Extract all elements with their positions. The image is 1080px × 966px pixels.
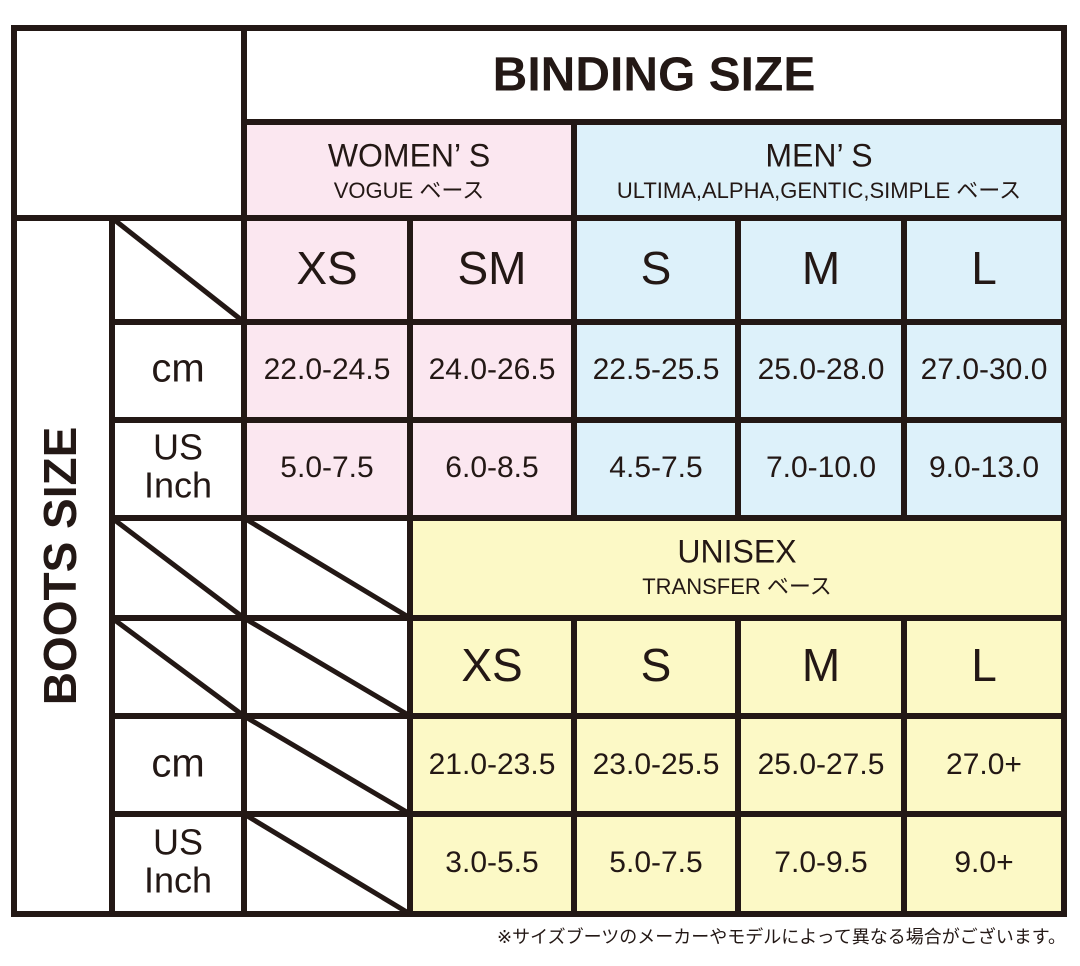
size-label: SM — [458, 242, 527, 294]
cell-value: 22.0-24.5 — [264, 353, 391, 386]
cell-value: 25.0-28.0 — [758, 353, 885, 386]
side-title: BOOTS SIZE — [34, 427, 86, 706]
title: BINDING SIZE — [493, 49, 816, 102]
cell-value: 3.0-5.5 — [445, 846, 538, 879]
cell-value: 21.0-23.5 — [429, 748, 556, 781]
cell-value: 25.0-27.5 — [758, 748, 885, 781]
row-label: US — [153, 427, 203, 468]
cell-value: 5.0-7.5 — [609, 846, 702, 879]
group-name: MEN’ S — [765, 137, 872, 173]
cell-value: 9.0-13.0 — [929, 451, 1039, 484]
cell-value: 27.0-30.0 — [921, 353, 1048, 386]
cell-value: 22.5-25.5 — [593, 353, 720, 386]
group-base: ULTIMA,ALPHA,GENTIC,SIMPLE ベース — [617, 178, 1021, 203]
size-label: S — [641, 639, 672, 691]
cell-value: 27.0+ — [946, 748, 1022, 781]
cell-value: 5.0-7.5 — [280, 451, 373, 484]
group-base: TRANSFER ベース — [642, 574, 832, 599]
note: ※サイズブーツのメーカーやモデルによって異なる場合がございます。 — [497, 926, 1066, 947]
size-label: M — [802, 242, 840, 294]
row-label: Inch — [144, 465, 212, 506]
size-label: L — [971, 639, 997, 691]
diagonals — [110, 216, 412, 917]
group-name: UNISEX — [677, 533, 796, 569]
size-label: XS — [296, 242, 357, 294]
row-label: US — [153, 822, 203, 863]
row-label: cm — [151, 742, 204, 786]
size-label: L — [971, 242, 997, 294]
cell-value: 9.0+ — [954, 846, 1013, 879]
size-label: S — [641, 242, 672, 294]
cell-value: 24.0-26.5 — [429, 353, 556, 386]
row-label: cm — [151, 347, 204, 391]
group-base: VOGUE ベース — [334, 178, 484, 203]
size-label: XS — [461, 639, 522, 691]
grid — [11, 25, 1067, 917]
cell-value: 7.0-9.5 — [774, 846, 867, 879]
cell-value: 23.0-25.5 — [593, 748, 720, 781]
cell-value: 6.0-8.5 — [445, 451, 538, 484]
size-label: M — [802, 639, 840, 691]
cell-value: 7.0-10.0 — [766, 451, 876, 484]
row-label: Inch — [144, 860, 212, 901]
cell-value: 4.5-7.5 — [609, 451, 702, 484]
group-name: WOMEN’ S — [328, 137, 490, 173]
